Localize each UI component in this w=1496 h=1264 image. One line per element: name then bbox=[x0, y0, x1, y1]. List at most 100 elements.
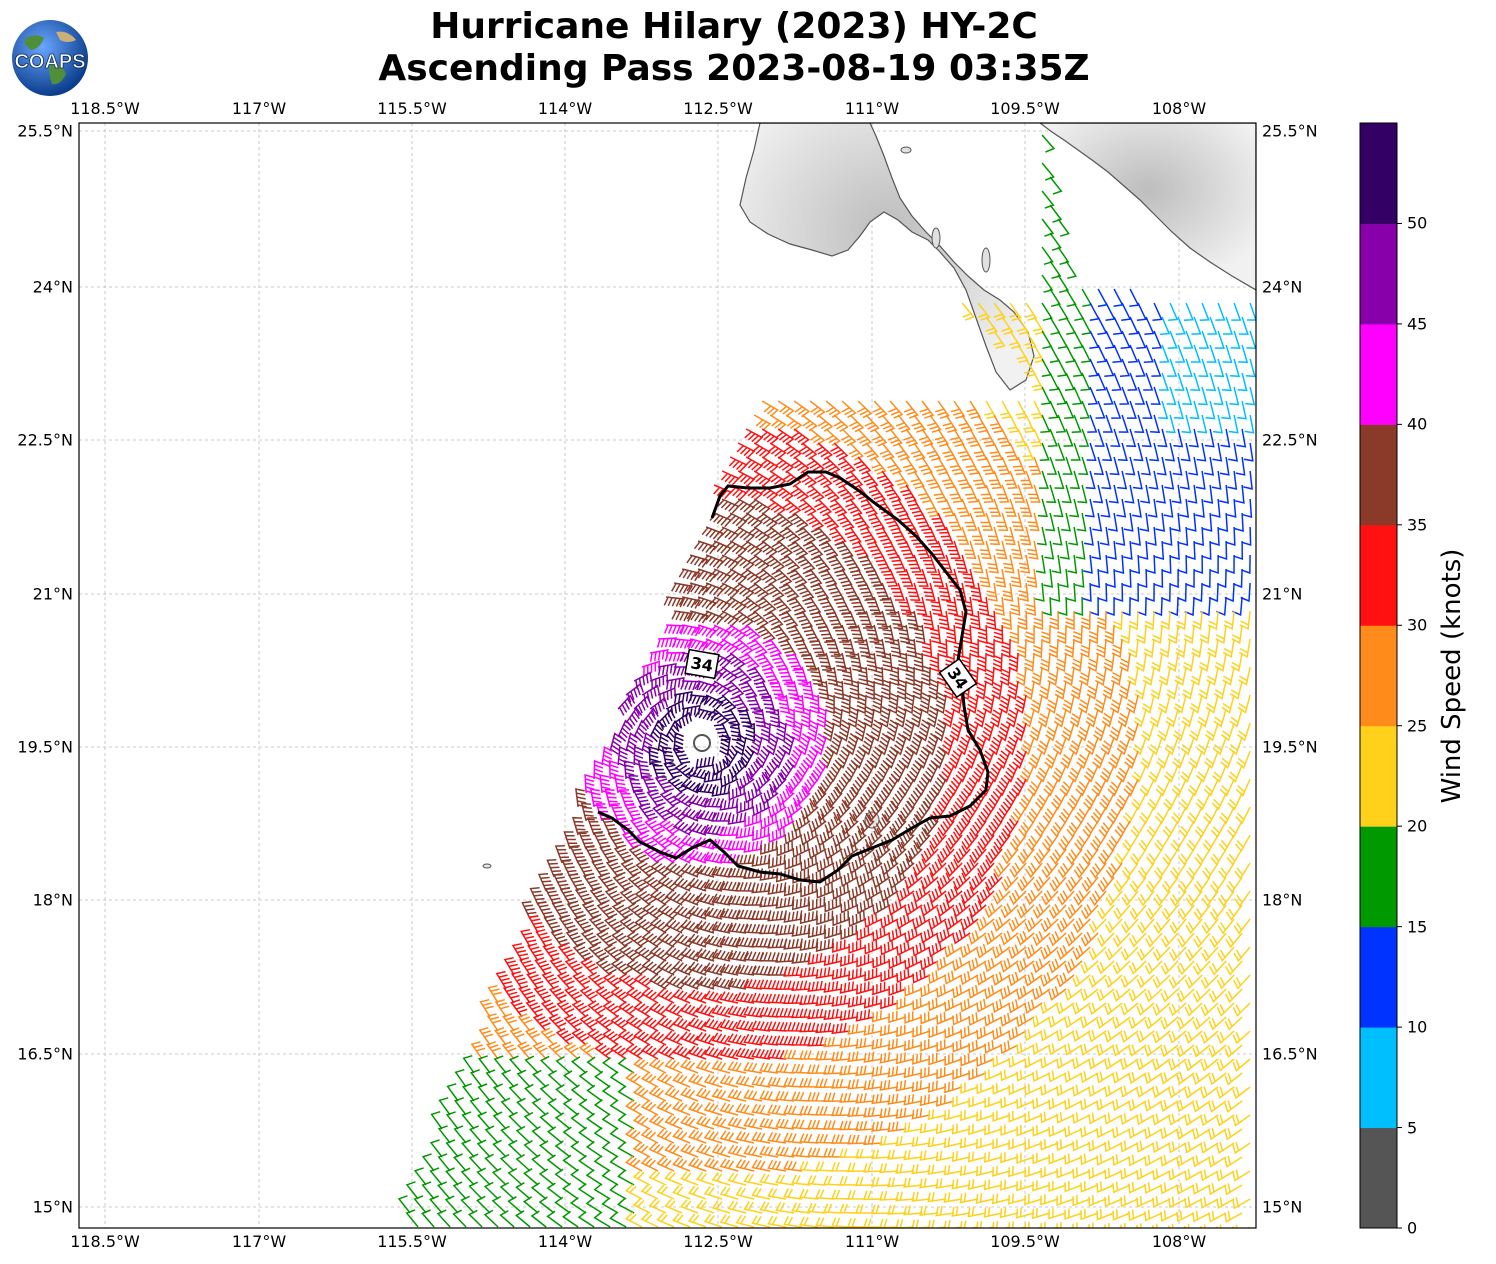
wind-barb bbox=[865, 800, 883, 823]
wind-barb bbox=[1064, 400, 1075, 420]
wind-barb bbox=[1076, 512, 1087, 532]
wind-barb bbox=[907, 554, 922, 573]
wind-barb bbox=[1037, 498, 1049, 518]
wind-barb bbox=[1173, 694, 1187, 714]
wind-barb bbox=[984, 400, 997, 420]
wind-barb bbox=[1160, 1127, 1179, 1140]
wind-barb bbox=[1065, 610, 1075, 631]
wind-barb bbox=[792, 868, 811, 884]
wind-barb bbox=[735, 1186, 755, 1200]
wind-barb bbox=[939, 763, 955, 783]
wind-barb bbox=[831, 1134, 851, 1144]
wind-barb bbox=[922, 582, 936, 602]
wind-barb bbox=[864, 827, 883, 849]
wind-barb bbox=[767, 882, 787, 895]
wind-barb bbox=[1008, 1110, 1027, 1123]
wind-barb bbox=[1128, 960, 1147, 975]
wind-barb bbox=[1025, 862, 1043, 879]
wind-barb bbox=[664, 1198, 683, 1214]
wind-barb bbox=[1201, 890, 1219, 907]
wind-barb bbox=[1235, 456, 1246, 476]
wind-barb bbox=[943, 1192, 963, 1203]
wind-barb bbox=[542, 943, 560, 962]
wind-barb bbox=[850, 568, 868, 588]
wind-barb bbox=[1232, 1058, 1251, 1072]
wind-barb bbox=[531, 1097, 547, 1116]
wind-barb bbox=[743, 978, 763, 990]
wind-barb bbox=[1182, 386, 1193, 406]
wind-barb bbox=[1160, 1182, 1179, 1195]
wind-barb bbox=[1084, 498, 1095, 518]
wind-barb bbox=[1067, 764, 1083, 783]
wind-barb bbox=[825, 786, 843, 809]
wind-barb bbox=[1136, 302, 1147, 322]
wind-barb bbox=[1207, 610, 1219, 631]
wind-barb bbox=[625, 1043, 645, 1060]
wind-barb bbox=[1015, 1207, 1035, 1219]
wind-barb bbox=[743, 923, 765, 934]
wind-barb bbox=[1049, 232, 1062, 251]
wind-barb bbox=[1017, 848, 1035, 865]
wind-barb bbox=[857, 638, 871, 658]
wind-barb bbox=[801, 652, 818, 671]
wind-barb bbox=[1175, 344, 1186, 363]
wind-barb bbox=[926, 705, 939, 728]
wind-barb bbox=[1017, 610, 1028, 631]
wind-barb bbox=[446, 1083, 459, 1102]
wind-barb bbox=[1120, 1112, 1139, 1126]
wind-barb bbox=[759, 484, 779, 501]
wind-barb bbox=[957, 498, 971, 518]
wind-barb bbox=[889, 665, 900, 687]
wind-barb bbox=[731, 666, 753, 685]
wind-barb bbox=[1160, 1016, 1179, 1030]
wind-barb bbox=[1049, 848, 1067, 865]
wind-barb bbox=[856, 814, 875, 836]
wind-barb bbox=[680, 834, 703, 850]
wind-barb bbox=[922, 610, 935, 630]
wind-barb bbox=[1075, 540, 1086, 560]
wind-barb bbox=[839, 1092, 859, 1103]
wind-barb bbox=[985, 316, 999, 335]
wind-barb bbox=[1216, 1086, 1235, 1100]
wind-barb bbox=[825, 693, 835, 715]
wind-barb bbox=[919, 400, 935, 419]
wind-barb bbox=[1193, 554, 1204, 575]
wind-barb bbox=[1080, 1043, 1099, 1056]
wind-barbs bbox=[397, 134, 1256, 1228]
wind-barb bbox=[664, 918, 688, 934]
wind-barb bbox=[927, 678, 939, 701]
wind-barb bbox=[1016, 958, 1035, 973]
wind-barb bbox=[1104, 358, 1115, 377]
wind-barb bbox=[1157, 694, 1171, 714]
wind-barb bbox=[896, 940, 915, 957]
wind-barb bbox=[759, 1117, 779, 1130]
wind-barb bbox=[809, 693, 820, 715]
wind-barb bbox=[1232, 568, 1243, 589]
wind-barb bbox=[1072, 945, 1091, 961]
colorbar-tick-label: 20 bbox=[1407, 816, 1428, 836]
wind-barb bbox=[1184, 1224, 1203, 1228]
wind-barb bbox=[1061, 484, 1072, 504]
wind-barb bbox=[680, 891, 703, 906]
wind-barb bbox=[745, 721, 756, 743]
wind-barb bbox=[879, 1163, 899, 1174]
wind-barb bbox=[896, 968, 915, 983]
wind-barb bbox=[687, 905, 711, 920]
wind-barb bbox=[1078, 694, 1091, 714]
wind-barb bbox=[1229, 386, 1240, 406]
wind-barb bbox=[1110, 666, 1123, 686]
wind-barb bbox=[801, 414, 818, 432]
wind-barb bbox=[807, 1147, 827, 1158]
wind-barb bbox=[940, 736, 955, 756]
wind-barb bbox=[1123, 778, 1139, 797]
wind-barb bbox=[771, 540, 794, 558]
wind-barb bbox=[1004, 736, 1019, 756]
wind-barb bbox=[1200, 974, 1219, 990]
wind-barb bbox=[1222, 666, 1235, 686]
wind-barb bbox=[791, 1008, 811, 1019]
wind-barb bbox=[823, 980, 843, 993]
wind-barb bbox=[429, 1167, 443, 1186]
wind-barb bbox=[1035, 554, 1046, 574]
wind-barb bbox=[1002, 818, 1019, 838]
wind-barb bbox=[724, 596, 747, 613]
